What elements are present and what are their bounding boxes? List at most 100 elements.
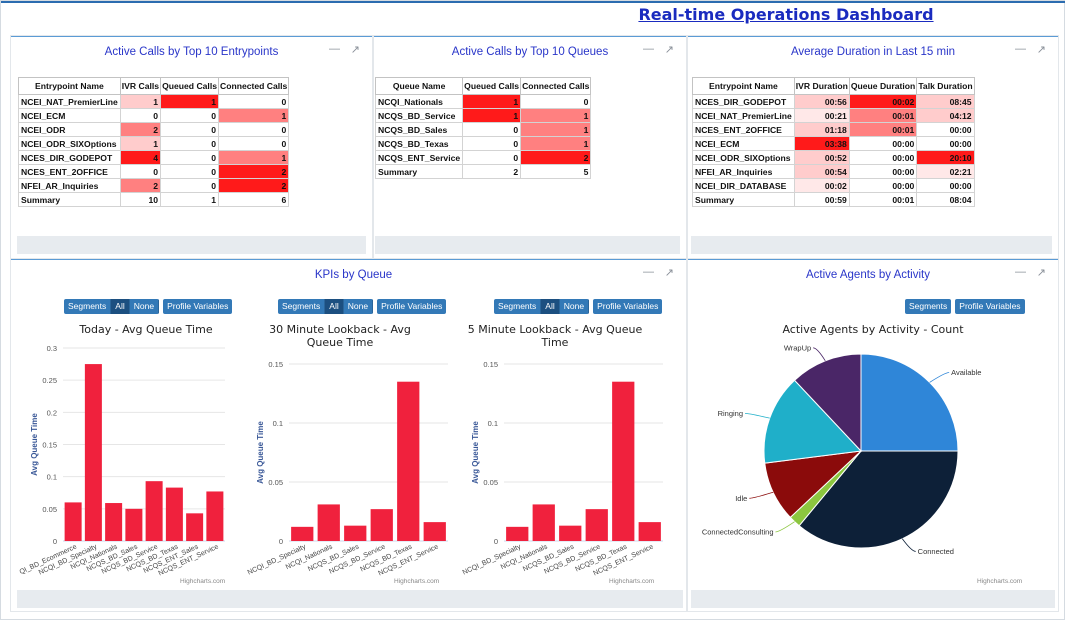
- bar-NCQI_Nationals[interactable]: [317, 504, 340, 541]
- table-cell: NCEI_NAT_PremierLine: [692, 108, 795, 123]
- none-button[interactable]: None: [559, 299, 590, 314]
- table-row[interactable]: NCES_DIR_GODEPOT 00:56 00:02 08:45: [692, 94, 975, 109]
- bar-NCQI_BD_Specialty[interactable]: [84, 364, 102, 541]
- column-header[interactable]: Queued Calls: [462, 77, 522, 95]
- bar-NCQS_BD_Texas[interactable]: [165, 487, 183, 541]
- column-header[interactable]: Entrypoint Name: [692, 77, 795, 95]
- table-cell: 00:52: [793, 150, 850, 165]
- profile-variables-button[interactable]: Profile Variables: [163, 299, 233, 314]
- chart-credit[interactable]: Highcharts.com: [977, 578, 1023, 585]
- popout-icon[interactable]: ↗: [350, 44, 360, 56]
- table-row[interactable]: NCEI_NAT_PremierLine 1 1 0: [18, 94, 290, 109]
- bar-NCQS_BD_Sales[interactable]: [125, 508, 143, 541]
- bar-NCQS_BD_Texas[interactable]: [612, 381, 635, 541]
- popout-icon[interactable]: ↗: [1036, 44, 1046, 56]
- table-cell: 1: [520, 108, 592, 123]
- table-row[interactable]: NCES_DIR_GODEPOT 4 0 1: [18, 150, 290, 165]
- table-cell: NCEI_ODR_SIXOptions: [18, 136, 121, 151]
- dashboard-title[interactable]: Real-time Operations Dashboard: [638, 5, 934, 24]
- minimize-icon[interactable]: —: [329, 43, 340, 55]
- bar-NCQS_ENT_Service[interactable]: [423, 522, 446, 541]
- profile-variables-button[interactable]: Profile Variables: [955, 299, 1025, 314]
- column-header[interactable]: Talk Duration: [916, 77, 975, 95]
- bar-NCQS_BD_Service[interactable]: [370, 509, 393, 541]
- column-header[interactable]: Connected Calls: [217, 77, 290, 95]
- column-header[interactable]: Queue Duration: [848, 77, 918, 95]
- bar-NCQS_BD_Service[interactable]: [145, 481, 163, 541]
- column-header[interactable]: IVR Calls: [119, 77, 162, 95]
- table-row[interactable]: NCEI_ODR_SIXOptions 1 0 0: [18, 136, 290, 151]
- bar-NCQS_BD_Service[interactable]: [585, 509, 608, 541]
- column-header[interactable]: Entrypoint Name: [18, 77, 121, 95]
- table-row[interactable]: NCQS_BD_Service 1 1: [374, 108, 592, 123]
- segments-button[interactable]: Segments: [905, 299, 952, 314]
- table-row[interactable]: NCEI_ODR 2 0 0: [18, 122, 290, 137]
- profile-variables-button[interactable]: Profile Variables: [377, 299, 447, 314]
- table-cell: NCEI_DIR_DATABASE: [692, 178, 795, 193]
- panel-footer: [17, 590, 683, 608]
- column-header[interactable]: IVR Duration: [793, 77, 850, 95]
- minimize-icon[interactable]: —: [1015, 266, 1026, 278]
- none-button[interactable]: None: [343, 299, 374, 314]
- table-cell: NFEI_AR_Inquiries: [692, 164, 795, 179]
- bar-NCQS_ENT_Service[interactable]: [638, 522, 661, 541]
- bar-NCQS_BD_Texas[interactable]: [397, 381, 420, 541]
- table-row[interactable]: NCEI_NAT_PremierLine 00:21 00:01 04:12: [692, 108, 975, 123]
- bar-NCQI_Nationals[interactable]: [105, 503, 123, 541]
- table-row[interactable]: NCES_ENT_2OFFICE 01:18 00:01 00:00: [692, 122, 975, 137]
- popout-icon[interactable]: ↗: [664, 44, 674, 56]
- chart-credit[interactable]: Highcharts.com: [180, 578, 226, 585]
- table-cell: 1: [119, 94, 162, 109]
- all-button[interactable]: All: [541, 299, 560, 314]
- panel-footer: [691, 590, 1055, 608]
- table-row[interactable]: NFEI_AR_Inquiries 2 0 2: [18, 178, 290, 193]
- bar-NCQI_BD_Specialty[interactable]: [506, 526, 529, 541]
- column-header[interactable]: Connected Calls: [520, 77, 592, 95]
- table-cell: 1: [217, 108, 290, 123]
- bar-NCQS_ENT_Service[interactable]: [206, 491, 224, 541]
- table-row[interactable]: NCQI_Nationals 1 0: [374, 94, 592, 109]
- column-header[interactable]: Queued Calls: [160, 77, 219, 95]
- bar-NCQI_BD_Specialty[interactable]: [291, 526, 314, 541]
- table-cell: NCEI_ECM: [18, 108, 121, 123]
- table-row[interactable]: NCQS_BD_Sales 0 1: [374, 122, 592, 137]
- pie-slice-Ringing[interactable]: [763, 379, 863, 464]
- all-button[interactable]: All: [111, 299, 130, 314]
- table-cell: NCES_DIR_GODEPOT: [692, 94, 795, 109]
- segments-button[interactable]: Segments: [278, 299, 326, 314]
- table-row[interactable]: NCES_ENT_2OFFICE 0 0 2: [18, 164, 290, 179]
- profile-variables-button[interactable]: Profile Variables: [593, 299, 663, 314]
- pie-slice-Connected[interactable]: [798, 450, 959, 549]
- table-cell: 0: [160, 150, 219, 165]
- table-row[interactable]: NCEI_ECM 03:38 00:00 00:00: [692, 136, 975, 151]
- bar-NCQI_Nationals[interactable]: [532, 504, 555, 541]
- popout-icon[interactable]: ↗: [664, 267, 674, 279]
- pie-label: WrapUp: [784, 343, 811, 352]
- table-cell: NCEI_ODR_SIXOptions: [692, 150, 795, 165]
- minimize-icon[interactable]: —: [643, 266, 654, 278]
- all-button[interactable]: All: [325, 299, 344, 314]
- segments-button[interactable]: Segments: [494, 299, 542, 314]
- bar-NCQS_ENT_Sales[interactable]: [186, 513, 204, 541]
- minimize-icon[interactable]: —: [643, 43, 654, 55]
- chart-credit[interactable]: Highcharts.com: [394, 578, 440, 585]
- minimize-icon[interactable]: —: [1015, 43, 1026, 55]
- bar-NCQS_BD_Sales[interactable]: [344, 525, 367, 541]
- bar-NCQS_BD_Sales[interactable]: [559, 525, 582, 541]
- table-row[interactable]: NCQS_BD_Texas 0 1: [374, 136, 592, 151]
- bar-NCQI_BD_Ecommerce[interactable]: [64, 502, 82, 541]
- table-row[interactable]: NFEI_AR_Inquiries 00:54 00:00 02:21: [692, 164, 975, 179]
- pie-slice-WrapUp[interactable]: [793, 353, 862, 453]
- table-row[interactable]: NCEI_ODR_SIXOptions 00:52 00:00 20:10: [692, 150, 975, 165]
- table-row[interactable]: NCQS_ENT_Service 0 2: [374, 150, 592, 165]
- popout-icon[interactable]: ↗: [1036, 267, 1046, 279]
- table-cell: 1: [119, 136, 162, 151]
- chart-controls-30min: Segments All None Profile Variables: [278, 299, 447, 314]
- column-header[interactable]: Queue Name: [374, 77, 464, 95]
- none-button[interactable]: None: [129, 299, 160, 314]
- table-row[interactable]: NCEI_DIR_DATABASE 00:02 00:00 00:00: [692, 178, 975, 193]
- pie-slice-Available[interactable]: [860, 353, 959, 452]
- chart-credit[interactable]: Highcharts.com: [609, 578, 655, 585]
- table-row[interactable]: NCEI_ECM 0 0 1: [18, 108, 290, 123]
- segments-button[interactable]: Segments: [64, 299, 112, 314]
